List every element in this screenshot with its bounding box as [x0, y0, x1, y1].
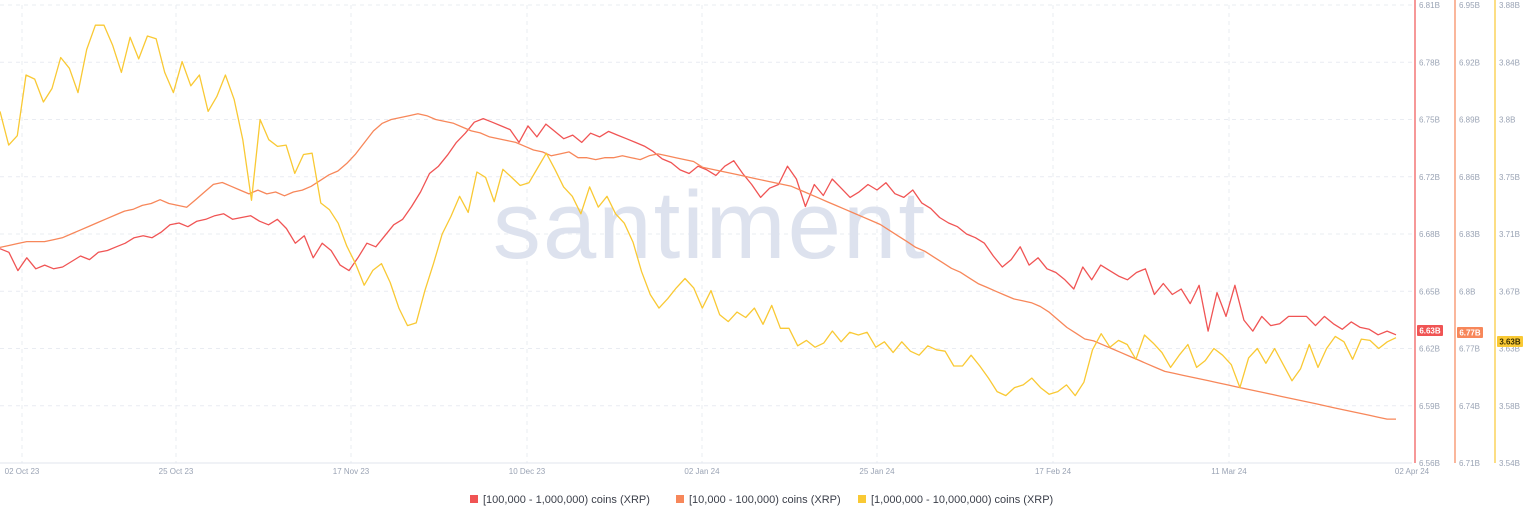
y-tick-label: 6.62B: [1419, 345, 1440, 354]
x-tick-label: 11 Mar 24: [1211, 467, 1247, 476]
y-tick-label: 6.95B: [1459, 1, 1480, 10]
y-tick-label: 6.92B: [1459, 58, 1480, 67]
current-value-badge-2: 6.77B: [1457, 327, 1483, 338]
current-value-label: 6.77B: [1459, 329, 1481, 338]
y-tick-label: 6.75B: [1419, 116, 1440, 125]
x-tick-label: 25 Jan 24: [859, 467, 895, 476]
current-value-label: 6.63B: [1419, 327, 1441, 336]
series-line-2: [0, 113, 1396, 420]
y-tick-label: 6.68B: [1419, 230, 1440, 239]
x-axis: 02 Oct 23 25 Oct 23 17 Nov 23 10 Dec 23 02 J…: [0, 462, 1430, 476]
y-tick-label: 6.56B: [1419, 459, 1440, 468]
y-tick-label: 3.8B: [1499, 116, 1515, 125]
legend-label: [100,000 - 1,000,000) coins (XRP): [483, 494, 650, 506]
legend: [100,000 - 1,000,000) coins (XRP) [10,000…: [470, 494, 1053, 506]
legend-item-2[interactable]: [10,000 - 100,000) coins (XRP): [676, 494, 841, 506]
santiment-watermark: santiment: [493, 172, 927, 279]
y-tick-label: 3.67B: [1499, 287, 1520, 296]
legend-label: [10,000 - 100,000) coins (XRP): [689, 494, 841, 506]
y-tick-label: 3.75B: [1499, 173, 1520, 182]
y-tick-label: 6.89B: [1459, 116, 1480, 125]
legend-swatch: [676, 495, 684, 503]
x-tick-label: 02 Apr 24: [1395, 467, 1430, 476]
y-tick-label: 6.65B: [1419, 287, 1440, 296]
x-tick-label: 25 Oct 23: [159, 467, 194, 476]
x-tick-label: 02 Jan 24: [684, 467, 720, 476]
y-tick-label: 6.72B: [1419, 173, 1440, 182]
legend-label: [1,000,000 - 10,000,000) coins (XRP): [871, 494, 1053, 506]
current-value-badge-1: 6.63B: [1417, 325, 1443, 336]
y-axes: 6.81B 6.78B 6.75B 6.72B 6.68B 6.65B 6.62B 6.59B…: [1414, 0, 1523, 468]
y-tick-label: 3.84B: [1499, 58, 1520, 67]
y-tick-label: 6.86B: [1459, 173, 1480, 182]
y-tick-label: 3.71B: [1499, 230, 1520, 239]
series-line-1: [0, 117, 1397, 336]
y-tick-label: 6.74B: [1459, 402, 1480, 411]
x-tick-label: 17 Feb 24: [1035, 467, 1072, 476]
legend-item-1[interactable]: [100,000 - 1,000,000) coins (XRP): [470, 494, 650, 506]
x-tick-label: 02 Oct 23: [5, 467, 40, 476]
y-tick-label: 3.63B: [1499, 345, 1520, 354]
y-tick-label: 3.54B: [1499, 459, 1520, 468]
y-tick-label: 6.78B: [1419, 58, 1440, 67]
legend-item-3[interactable]: [1,000,000 - 10,000,000) coins (XRP): [858, 494, 1053, 506]
y-tick-label: 3.88B: [1499, 1, 1520, 10]
x-tick-label: 17 Nov 23: [333, 467, 370, 476]
legend-swatch: [470, 495, 478, 503]
y-tick-label: 3.58B: [1499, 402, 1520, 411]
y-tick-label: 6.71B: [1459, 459, 1480, 468]
current-value-badge-3: 3.63B: [1497, 336, 1523, 347]
y-tick-label: 6.59B: [1419, 402, 1440, 411]
x-tick-label: 10 Dec 23: [509, 467, 546, 476]
y-tick-label: 6.81B: [1419, 1, 1440, 10]
y-tick-label: 6.8B: [1459, 287, 1475, 296]
series-lines: [0, 24, 1397, 420]
series-line-3: [0, 24, 1397, 397]
legend-swatch: [858, 495, 866, 503]
y-tick-label: 6.83B: [1459, 230, 1480, 239]
current-value-label: 3.63B: [1499, 338, 1521, 347]
y-tick-label: 6.77B: [1459, 345, 1480, 354]
